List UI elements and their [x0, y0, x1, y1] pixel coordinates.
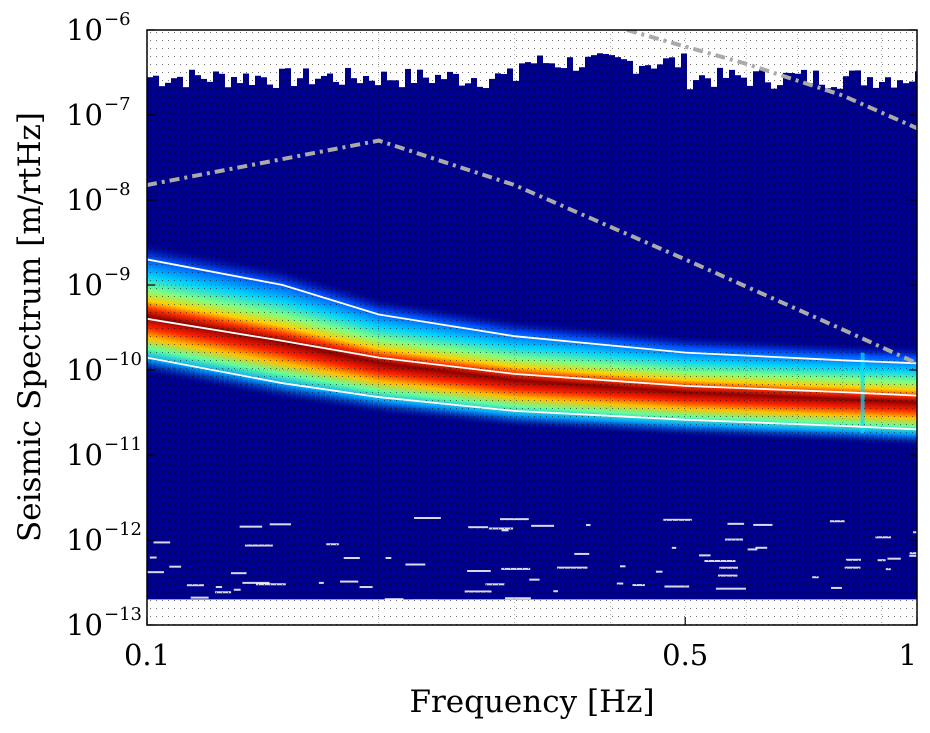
y-tick-label: 10: [66, 523, 103, 557]
plot-area: [146, 29, 918, 626]
plot-frame: [146, 29, 918, 626]
y-tick-exponent: −9: [104, 264, 131, 285]
median-line: [147, 317, 917, 397]
curves: [147, 30, 917, 431]
y-tick-exponent: −12: [104, 519, 142, 540]
y-tick-exponent: −8: [104, 179, 131, 200]
y-tick-label: 10: [66, 183, 103, 217]
y-tick-label: 10: [66, 98, 103, 132]
y-tick-label: 10: [66, 438, 103, 472]
y-tick-label: 10: [66, 608, 103, 642]
x-axis-ticks: 0.1 0.5 1: [124, 617, 918, 672]
y-tick-exponent: −13: [104, 604, 142, 625]
gridlines: [147, 30, 917, 625]
x-tick-label: 0.1: [124, 638, 170, 672]
dot-grid-overlay: [147, 30, 917, 625]
y-tick-label: 10: [66, 353, 103, 387]
lower-percentile-line: [147, 356, 917, 431]
x-tick-label: 1: [899, 638, 917, 672]
y-tick-label: 10: [66, 268, 103, 302]
x-axis-label: Frequency [Hz]: [409, 684, 654, 720]
y-tick-label: 10: [66, 13, 103, 47]
y-tick-exponent: −6: [104, 9, 131, 30]
upper-percentile-line: [147, 258, 917, 365]
y-tick-exponent: −10: [104, 349, 142, 370]
y-axis-label: Seismic Spectrum [m/rtHz]: [12, 112, 48, 542]
y-tick-exponent: −11: [104, 434, 142, 455]
upper-model-line: [626, 30, 917, 131]
y-tick-exponent: −7: [104, 94, 131, 115]
x-tick-label: 0.5: [662, 638, 708, 672]
